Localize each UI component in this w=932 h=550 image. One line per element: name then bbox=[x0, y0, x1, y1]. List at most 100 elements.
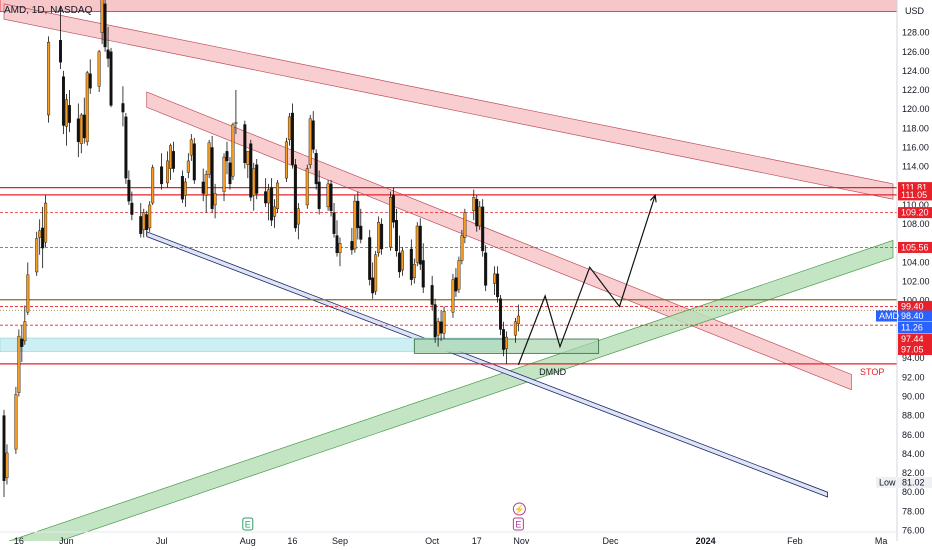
candle-body-32 bbox=[145, 214, 149, 231]
candle-body-47 bbox=[210, 147, 214, 209]
candle-body-2 bbox=[14, 394, 18, 450]
candle-body-26 bbox=[121, 103, 125, 113]
candle-body-68 bbox=[296, 208, 300, 225]
price-tag-label-5: 98.40 bbox=[901, 311, 924, 321]
low-tag-label: Low bbox=[879, 477, 896, 487]
candle-body-70 bbox=[308, 118, 312, 165]
candle-body-107 bbox=[463, 212, 467, 238]
candle-body-40 bbox=[183, 181, 187, 196]
candle-body-108 bbox=[472, 197, 476, 211]
candle-body-93 bbox=[409, 248, 413, 280]
projection-path bbox=[517, 194, 657, 366]
earnings-icon-oct[interactable]: E bbox=[512, 517, 524, 531]
earnings-icon-aug[interactable]: E bbox=[242, 517, 254, 531]
candle-body-19 bbox=[85, 72, 89, 142]
candle-body-73 bbox=[317, 181, 321, 209]
candle-body-77 bbox=[335, 235, 339, 254]
split-icon-oct-frame bbox=[512, 502, 526, 516]
candle-body-114 bbox=[496, 273, 500, 298]
price-tick-20: 80.00 bbox=[902, 487, 925, 497]
candle-body-25 bbox=[109, 51, 113, 106]
time-tick-6: Oct bbox=[425, 536, 440, 546]
price-tick-22: 76.00 bbox=[902, 526, 925, 536]
price-tick-5: 118.00 bbox=[902, 123, 929, 133]
candle-body-67 bbox=[293, 164, 297, 229]
candle-body-117 bbox=[504, 336, 508, 349]
event-icons[interactable]: E ⚡ E bbox=[242, 502, 526, 531]
candle-body-63 bbox=[276, 182, 280, 209]
split-icon-oct-glyph: ⚡ bbox=[514, 504, 525, 516]
candle-body-51 bbox=[228, 162, 232, 185]
price-axis[interactable]: USD 128.00 126.00 124.00 122.00 120.00 118.00 1… bbox=[876, 0, 932, 550]
stop-label: STOP bbox=[860, 367, 884, 377]
time-tick-7: 17 bbox=[472, 536, 482, 546]
price-tick-7: 114.00 bbox=[902, 162, 929, 172]
symbol-tag bbox=[876, 310, 897, 322]
candle-body-33 bbox=[148, 204, 152, 229]
candle-body-29 bbox=[130, 202, 134, 215]
annotations: DMND STOP bbox=[539, 367, 884, 377]
candle-body-20 bbox=[88, 73, 92, 89]
time-tick-10: 2024 bbox=[696, 536, 716, 546]
price-tag-7 bbox=[898, 333, 932, 345]
earnings-icon-aug-frame bbox=[242, 517, 254, 531]
price-tick-2: 124.00 bbox=[902, 66, 930, 76]
time-tick-8: Nov bbox=[513, 536, 530, 546]
candle-body-71 bbox=[311, 120, 315, 150]
candle-body-112 bbox=[484, 252, 488, 286]
candle-body-60 bbox=[267, 189, 271, 204]
candle-body-111 bbox=[481, 206, 485, 252]
candle-body-84 bbox=[371, 277, 375, 294]
candle-body-6 bbox=[26, 274, 30, 313]
candle-body-36 bbox=[166, 160, 170, 184]
candle-body-58 bbox=[255, 164, 259, 194]
low-tag bbox=[876, 476, 898, 488]
candle-body-100 bbox=[436, 321, 440, 336]
candle-body-106 bbox=[460, 235, 464, 261]
candle-body-90 bbox=[394, 220, 398, 252]
candle-body-61 bbox=[270, 187, 274, 221]
candle-body-21 bbox=[97, 51, 101, 87]
candle-body-86 bbox=[377, 221, 381, 254]
candle-body-5 bbox=[23, 321, 27, 342]
time-tick-9: Dec bbox=[603, 536, 620, 546]
time-tick-5: Sep bbox=[332, 536, 348, 546]
price-tag-3 bbox=[898, 241, 932, 253]
candle-body-7 bbox=[35, 238, 39, 273]
drawing-zones bbox=[0, 0, 897, 541]
candle-body-0 bbox=[2, 415, 6, 481]
time-axis[interactable]: 16 Jun Jul Aug 16 Sep Oct 17 Nov Dec 2024 Feb Ma bbox=[0, 531, 897, 546]
price-tick-19: 82.00 bbox=[902, 468, 925, 478]
candle-body-13 bbox=[61, 76, 65, 126]
candles bbox=[2, 0, 520, 497]
candle-body-99 bbox=[433, 304, 437, 338]
candle-body-80 bbox=[353, 200, 357, 250]
candle-body-119 bbox=[516, 315, 520, 324]
candle-body-96 bbox=[418, 225, 422, 265]
candle-body-9 bbox=[41, 227, 45, 249]
price-tick-10: 104.00 bbox=[902, 257, 930, 267]
time-tick-4: 16 bbox=[287, 536, 297, 546]
candle-body-37 bbox=[169, 145, 173, 169]
candle-body-39 bbox=[180, 176, 184, 200]
candle-body-30 bbox=[139, 216, 143, 234]
currency-label: USD bbox=[905, 6, 925, 16]
split-icon-oct[interactable]: ⚡ bbox=[512, 502, 526, 516]
candle-body-66 bbox=[290, 112, 294, 165]
price-tag-label-8: 97.05 bbox=[901, 345, 924, 355]
candle-body-95 bbox=[415, 225, 419, 263]
price-tick-16: 88.00 bbox=[902, 411, 925, 421]
candle-body-101 bbox=[439, 321, 443, 334]
candle-body-98 bbox=[430, 285, 434, 305]
candle-body-12 bbox=[58, 40, 62, 63]
candle-body-88 bbox=[389, 197, 393, 248]
candle-body-35 bbox=[160, 166, 164, 185]
price-tick-21: 78.00 bbox=[902, 506, 925, 516]
candle-body-1 bbox=[5, 452, 9, 479]
candle-body-17 bbox=[79, 114, 83, 144]
candle-body-52 bbox=[231, 124, 235, 177]
candle-body-55 bbox=[246, 151, 250, 165]
candle-body-44 bbox=[201, 181, 205, 194]
